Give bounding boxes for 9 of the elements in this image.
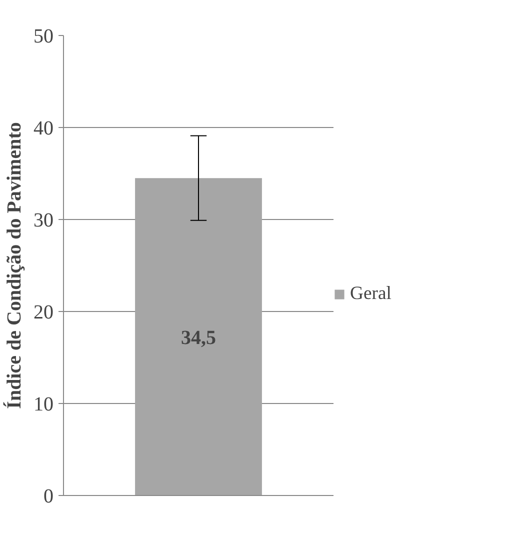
y-tick-label: 30	[34, 210, 54, 232]
data-label: 34,5	[181, 326, 216, 349]
y-axis-title: Índice de Condição do Pavimento	[2, 122, 26, 409]
legend-label: Geral	[350, 283, 392, 305]
y-tick-label: 40	[34, 118, 54, 140]
y-tick-label: 10	[34, 394, 54, 416]
y-tick-label: 50	[34, 26, 54, 48]
y-tick-label: 20	[34, 302, 54, 324]
y-tick-label: 0	[44, 486, 54, 508]
